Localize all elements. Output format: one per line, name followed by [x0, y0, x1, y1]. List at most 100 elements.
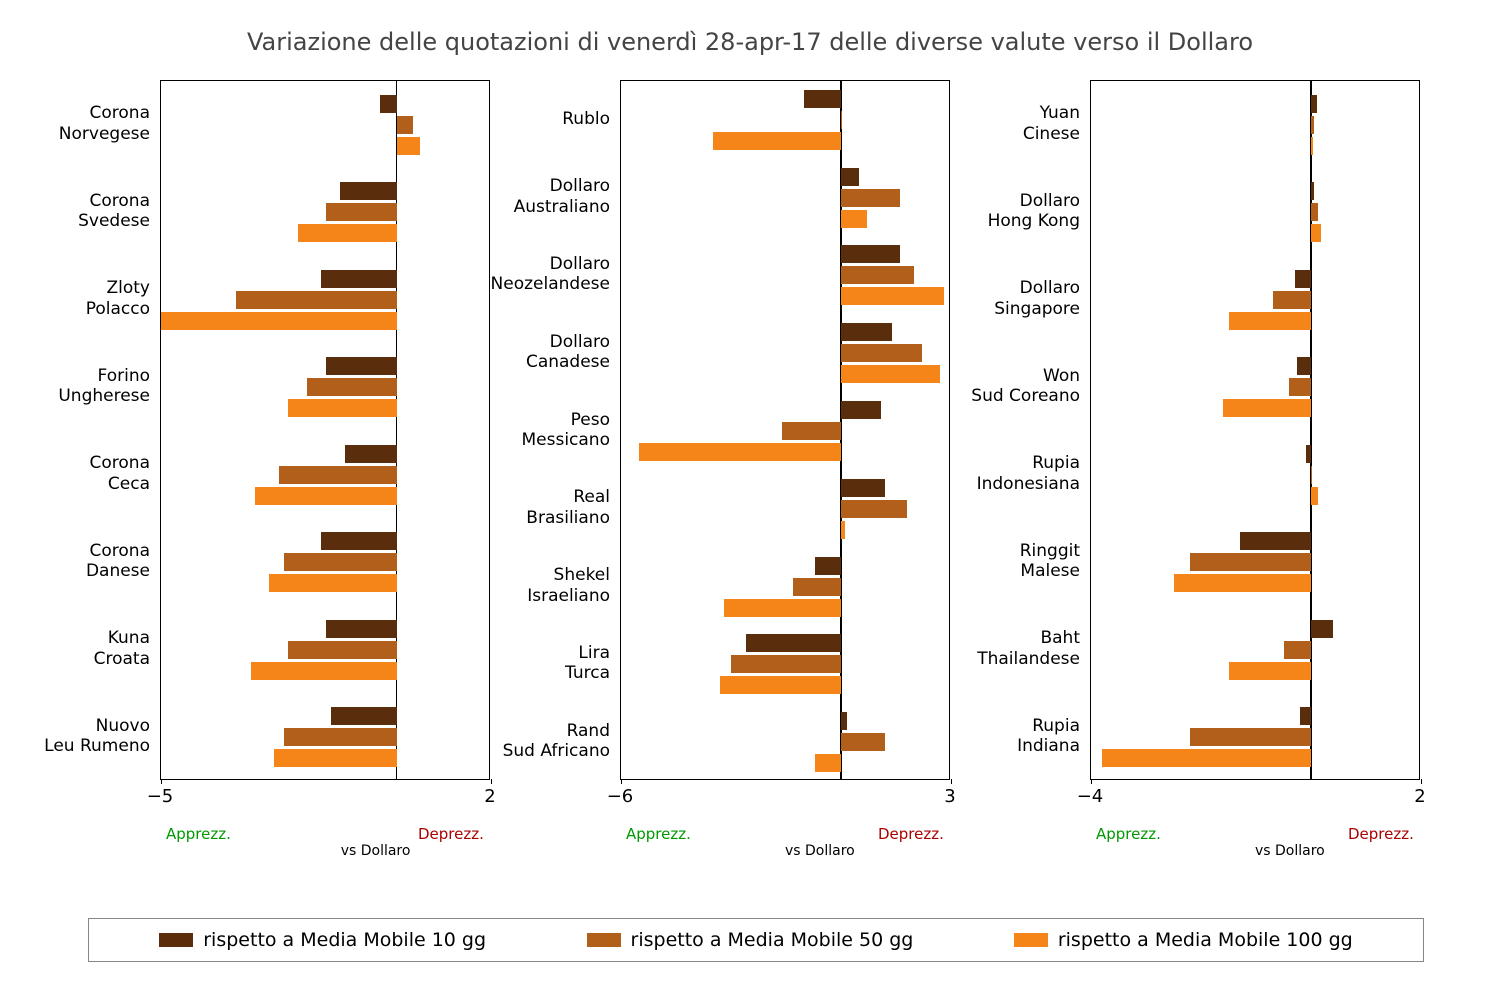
currency-label: Kuna Croata [94, 628, 150, 669]
bar-mm50 [841, 189, 900, 207]
legend-label: rispetto a Media Mobile 100 gg [1058, 929, 1353, 951]
apprezz-label: Apprezz. [1096, 825, 1161, 843]
panel-0 [160, 80, 490, 780]
bar-mm100 [269, 574, 396, 592]
currency-label: Corona Norvegese [59, 103, 150, 144]
legend-item: rispetto a Media Mobile 50 gg [587, 929, 914, 951]
currency-label: Rupia Indiana [1017, 716, 1080, 757]
currency-label: Dollaro Neozelandese [491, 254, 610, 295]
bar-mm100 [1311, 487, 1318, 505]
bar-mm100 [298, 224, 397, 242]
bar-mm10 [804, 90, 841, 108]
xtick-label: −6 [607, 786, 634, 807]
currency-label: Corona Svedese [78, 191, 150, 232]
deprezz-label: Deprezz. [878, 825, 944, 843]
currency-label: Lira Turca [565, 643, 610, 684]
xtick [1091, 779, 1092, 784]
bar-mm100 [274, 749, 397, 767]
bar-mm50 [841, 111, 842, 129]
bar-mm100 [161, 312, 397, 330]
currency-label: Shekel Israeliano [527, 565, 610, 606]
bar-mm100 [815, 754, 841, 772]
currency-label: Yuan Cinese [1023, 103, 1080, 144]
xtick [491, 779, 492, 784]
bar-mm50 [1311, 203, 1318, 221]
bar-mm10 [345, 445, 397, 463]
bar-mm10 [1311, 95, 1317, 113]
bar-mm10 [841, 401, 881, 419]
bar-mm100 [1223, 399, 1311, 417]
vs-dollar-label: vs Dollaro [341, 843, 411, 859]
bar-mm50 [284, 553, 397, 571]
bar-mm10 [1311, 182, 1314, 200]
bar-mm50 [236, 291, 396, 309]
bar-mm10 [841, 323, 892, 341]
legend-label: rispetto a Media Mobile 50 gg [631, 929, 914, 951]
bar-mm10 [841, 245, 900, 263]
bar-mm50 [1284, 641, 1312, 659]
bar-mm100 [841, 365, 940, 383]
legend-swatch [1014, 933, 1048, 947]
bar-mm100 [251, 662, 397, 680]
legend-swatch [159, 933, 193, 947]
xtick [161, 779, 162, 784]
currency-label: Nuovo Leu Rumeno [44, 716, 150, 757]
bar-mm10 [1295, 270, 1312, 288]
currency-label: Ringgit Malese [1020, 541, 1080, 582]
bar-mm10 [326, 357, 397, 375]
xtick [1421, 779, 1422, 784]
bar-mm100 [724, 599, 841, 617]
bar-mm50 [1311, 116, 1314, 134]
bar-mm50 [1190, 728, 1311, 746]
bar-mm100 [255, 487, 396, 505]
bar-mm50 [1273, 291, 1312, 309]
bar-mm10 [1297, 357, 1311, 375]
chart-title: Variazione delle quotazioni di venerdì 2… [0, 28, 1500, 56]
bar-mm10 [1306, 445, 1312, 463]
vs-dollar-label: vs Dollaro [1255, 843, 1325, 859]
currency-label: Real Brasiliano [526, 487, 610, 528]
currency-label: Rublo [562, 109, 610, 129]
bar-mm100 [1229, 312, 1312, 330]
xtick-label: 2 [484, 786, 495, 807]
bar-mm10 [841, 168, 859, 186]
bar-mm50 [782, 422, 841, 440]
bar-mm100 [1229, 662, 1312, 680]
currency-label: Won Sud Coreano [971, 366, 1080, 407]
bar-mm100 [1311, 137, 1313, 155]
bar-mm100 [288, 399, 396, 417]
bar-mm50 [397, 116, 414, 134]
bar-mm50 [793, 578, 841, 596]
bar-mm50 [841, 344, 922, 362]
bar-mm50 [326, 203, 397, 221]
vs-dollar-label: vs Dollaro [785, 843, 855, 859]
bar-mm10 [815, 557, 841, 575]
bar-mm50 [288, 641, 396, 659]
bar-mm10 [321, 532, 396, 550]
deprezz-label: Deprezz. [418, 825, 484, 843]
bar-mm100 [841, 521, 845, 539]
currency-label: Rand Sud Africano [503, 721, 610, 762]
bar-mm10 [1240, 532, 1312, 550]
currency-label: Forino Ungherese [58, 366, 150, 407]
currency-label: Rupia Indonesiana [977, 453, 1080, 494]
bar-mm100 [841, 210, 867, 228]
bar-mm50 [841, 500, 907, 518]
xtick-label: −5 [147, 786, 174, 807]
panel-2 [1090, 80, 1420, 780]
bar-mm50 [284, 728, 397, 746]
currency-label: Dollaro Australiano [514, 176, 610, 217]
apprezz-label: Apprezz. [166, 825, 231, 843]
bar-mm50 [841, 733, 885, 751]
currency-label: Baht Thailandese [977, 628, 1080, 669]
currency-label: Corona Ceca [90, 453, 150, 494]
bar-mm10 [1311, 620, 1333, 638]
xtick [621, 779, 622, 784]
xtick [951, 779, 952, 784]
currency-label: Dollaro Canadese [526, 332, 610, 373]
bar-mm10 [326, 620, 397, 638]
bar-mm50 [279, 466, 397, 484]
bar-mm100 [1174, 574, 1312, 592]
currency-label: Zloty Polacco [86, 278, 150, 319]
bar-mm10 [841, 712, 847, 730]
